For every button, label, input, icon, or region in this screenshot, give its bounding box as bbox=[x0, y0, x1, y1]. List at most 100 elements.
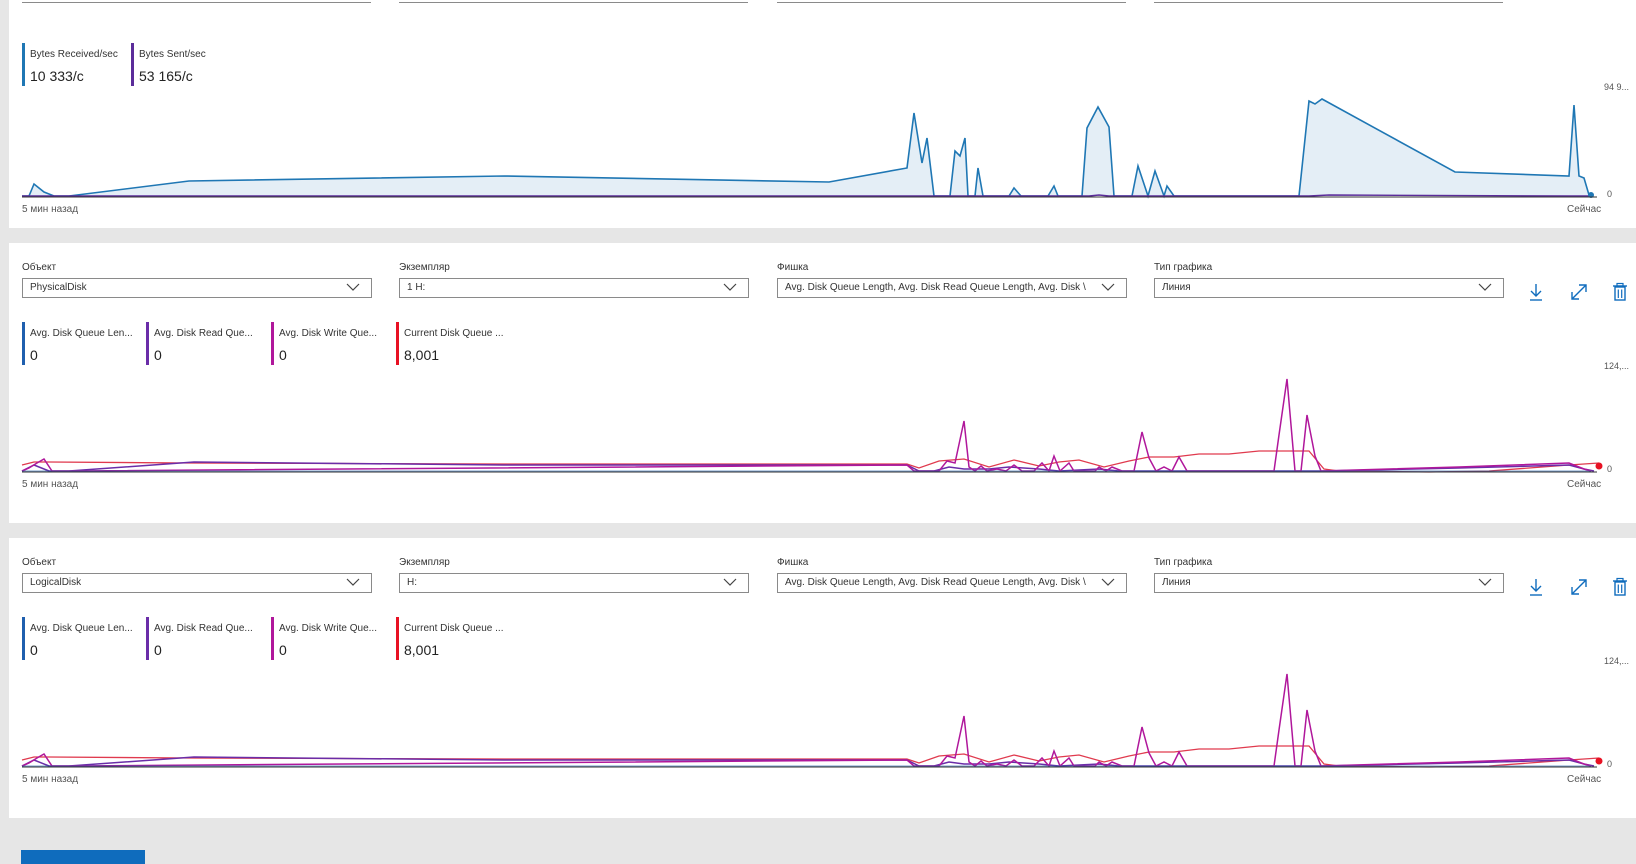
object-select-value: LogicalDisk bbox=[30, 577, 82, 588]
expand-icon[interactable] bbox=[1569, 282, 1589, 302]
y-axis-min-label: 0 bbox=[1607, 759, 1612, 769]
legend-value: 10 333/с bbox=[30, 68, 84, 84]
legend-item-avg-disk-read-queue[interactable]: Avg. Disk Read Que... 0 bbox=[146, 322, 253, 368]
chart-type-field-label: Тип графика bbox=[1154, 557, 1213, 568]
network-line-chart[interactable]: 94 9... 0 bbox=[9, 0, 1636, 228]
download-icon[interactable] bbox=[1526, 577, 1546, 597]
x-axis-end-label: Сейчас bbox=[1567, 479, 1602, 490]
instance-select-edge[interactable] bbox=[399, 2, 748, 3]
chevron-down-icon bbox=[1101, 283, 1115, 291]
legend-value: 0 bbox=[154, 347, 162, 363]
y-axis-max-label: 124,... bbox=[1604, 656, 1629, 666]
legend-value: 0 bbox=[279, 642, 287, 658]
chart-type-select-value: Линия bbox=[1162, 282, 1191, 293]
trash-icon[interactable] bbox=[1610, 282, 1630, 302]
object-select[interactable]: PhysicalDisk bbox=[22, 278, 372, 298]
chevron-down-icon bbox=[346, 283, 360, 291]
physical-disk-chart-panel: Объект PhysicalDisk Экземпляр 1 H: Фишка… bbox=[9, 243, 1636, 523]
legend-color-bar bbox=[396, 322, 399, 365]
counter-select-edge[interactable] bbox=[777, 2, 1126, 3]
legend-item-avg-disk-queue[interactable]: Avg. Disk Queue Len... 0 bbox=[22, 617, 133, 663]
legend-value: 8,001 bbox=[404, 347, 440, 363]
counter-field-label: Фишка bbox=[777, 262, 809, 273]
legend-label: Avg. Disk Queue Len... bbox=[30, 328, 133, 339]
counter-select-value: Avg. Disk Queue Length, Avg. Disk Read Q… bbox=[785, 577, 1086, 588]
object-select-edge[interactable] bbox=[22, 2, 371, 3]
legend-color-bar bbox=[271, 617, 274, 660]
logical-disk-chart-panel: Объект LogicalDisk Экземпляр H: Фишка Av… bbox=[9, 538, 1636, 818]
chart-type-field-label: Тип графика bbox=[1154, 262, 1213, 273]
trash-icon[interactable] bbox=[1610, 577, 1630, 597]
legend-color-bar bbox=[146, 617, 149, 660]
x-axis-start-label: 5 мин назад bbox=[22, 204, 79, 215]
expand-icon[interactable] bbox=[1569, 577, 1589, 597]
legend-item-current-disk-queue[interactable]: Current Disk Queue ... 8,001 bbox=[396, 322, 503, 368]
physical-disk-line-chart[interactable]: 124,... 0 bbox=[9, 243, 1636, 523]
legend-item-bytes-received[interactable]: Bytes Received/sec 10 333/с bbox=[22, 43, 118, 89]
counter-select-value: Avg. Disk Queue Length, Avg. Disk Read Q… bbox=[785, 282, 1086, 293]
legend-label: Bytes Sent/sec bbox=[139, 49, 206, 60]
instance-select[interactable]: 1 H: bbox=[399, 278, 749, 298]
primary-action-button[interactable] bbox=[21, 850, 145, 864]
legend-label: Current Disk Queue ... bbox=[404, 623, 504, 634]
legend-color-bar bbox=[22, 617, 25, 660]
legend-item-avg-disk-write-queue[interactable]: Avg. Disk Write Que... 0 bbox=[271, 322, 377, 368]
legend-color-bar bbox=[271, 322, 274, 365]
series-current-disk-queue-end-marker bbox=[1595, 462, 1603, 470]
instance-select-value: H: bbox=[407, 577, 417, 588]
legend-item-avg-disk-queue[interactable]: Avg. Disk Queue Len... 0 bbox=[22, 322, 133, 368]
y-axis-min-label: 0 bbox=[1607, 189, 1612, 199]
counter-select[interactable]: Avg. Disk Queue Length, Avg. Disk Read Q… bbox=[777, 278, 1127, 298]
legend-label: Avg. Disk Write Que... bbox=[279, 328, 377, 339]
series-current-disk-queue-line bbox=[21, 450, 1600, 473]
y-axis-max-label: 94 9... bbox=[1604, 82, 1629, 92]
legend-color-bar bbox=[396, 617, 399, 660]
series-avg-disk-write-queue-line bbox=[21, 673, 1592, 768]
counter-select[interactable]: Avg. Disk Queue Length, Avg. Disk Read Q… bbox=[777, 573, 1127, 593]
legend-color-bar bbox=[22, 322, 25, 365]
logical-disk-line-chart[interactable]: 124,... 0 bbox=[9, 538, 1636, 818]
legend-item-bytes-sent[interactable]: Bytes Sent/sec 53 165/с bbox=[131, 43, 206, 89]
chart-type-select[interactable]: Линия bbox=[1154, 573, 1504, 593]
series-current-disk-queue-line bbox=[21, 745, 1600, 768]
series-bytes-received-line bbox=[22, 98, 1592, 199]
series-avg-disk-write-queue-line bbox=[21, 378, 1592, 473]
chevron-down-icon bbox=[1101, 578, 1115, 586]
chart-type-select-edge[interactable] bbox=[1154, 2, 1503, 3]
legend-label: Avg. Disk Write Que... bbox=[279, 623, 377, 634]
instance-field-label: Экземпляр bbox=[399, 262, 450, 273]
x-axis-end-label: Сейчас bbox=[1567, 204, 1602, 215]
download-icon[interactable] bbox=[1526, 282, 1546, 302]
legend-value: 0 bbox=[30, 642, 38, 658]
series-bytes-received-area bbox=[22, 99, 1591, 196]
x-axis-start-label: 5 мин назад bbox=[22, 774, 79, 785]
legend-label: Avg. Disk Read Que... bbox=[154, 328, 253, 339]
legend-value: 0 bbox=[30, 347, 38, 363]
chevron-down-icon bbox=[723, 283, 737, 291]
counter-field-label: Фишка bbox=[777, 557, 809, 568]
chevron-down-icon bbox=[1478, 578, 1492, 586]
instance-select-value: 1 H: bbox=[407, 282, 426, 293]
legend-label: Avg. Disk Read Que... bbox=[154, 623, 253, 634]
legend-item-current-disk-queue[interactable]: Current Disk Queue ... 8,001 bbox=[396, 617, 503, 663]
chart-type-select[interactable]: Линия bbox=[1154, 278, 1504, 298]
legend-label: Avg. Disk Queue Len... bbox=[30, 623, 133, 634]
chevron-down-icon bbox=[346, 578, 360, 586]
legend-label: Current Disk Queue ... bbox=[404, 328, 504, 339]
legend-color-bar bbox=[22, 43, 25, 86]
chart-type-select-value: Линия bbox=[1162, 577, 1191, 588]
legend-value: 0 bbox=[279, 347, 287, 363]
object-field-label: Объект bbox=[22, 557, 57, 568]
legend-item-avg-disk-read-queue[interactable]: Avg. Disk Read Que... 0 bbox=[146, 617, 253, 663]
object-select-value: PhysicalDisk bbox=[30, 282, 87, 293]
instance-field-label: Экземпляр bbox=[399, 557, 450, 568]
object-field-label: Объект bbox=[22, 262, 57, 273]
legend-color-bar bbox=[131, 43, 134, 86]
legend-value: 0 bbox=[154, 642, 162, 658]
instance-select[interactable]: H: bbox=[399, 573, 749, 593]
series-bytes-sent-line bbox=[22, 194, 1591, 197]
chevron-down-icon bbox=[723, 578, 737, 586]
chevron-down-icon bbox=[1478, 283, 1492, 291]
object-select[interactable]: LogicalDisk bbox=[22, 573, 372, 593]
legend-item-avg-disk-write-queue[interactable]: Avg. Disk Write Que... 0 bbox=[271, 617, 377, 663]
